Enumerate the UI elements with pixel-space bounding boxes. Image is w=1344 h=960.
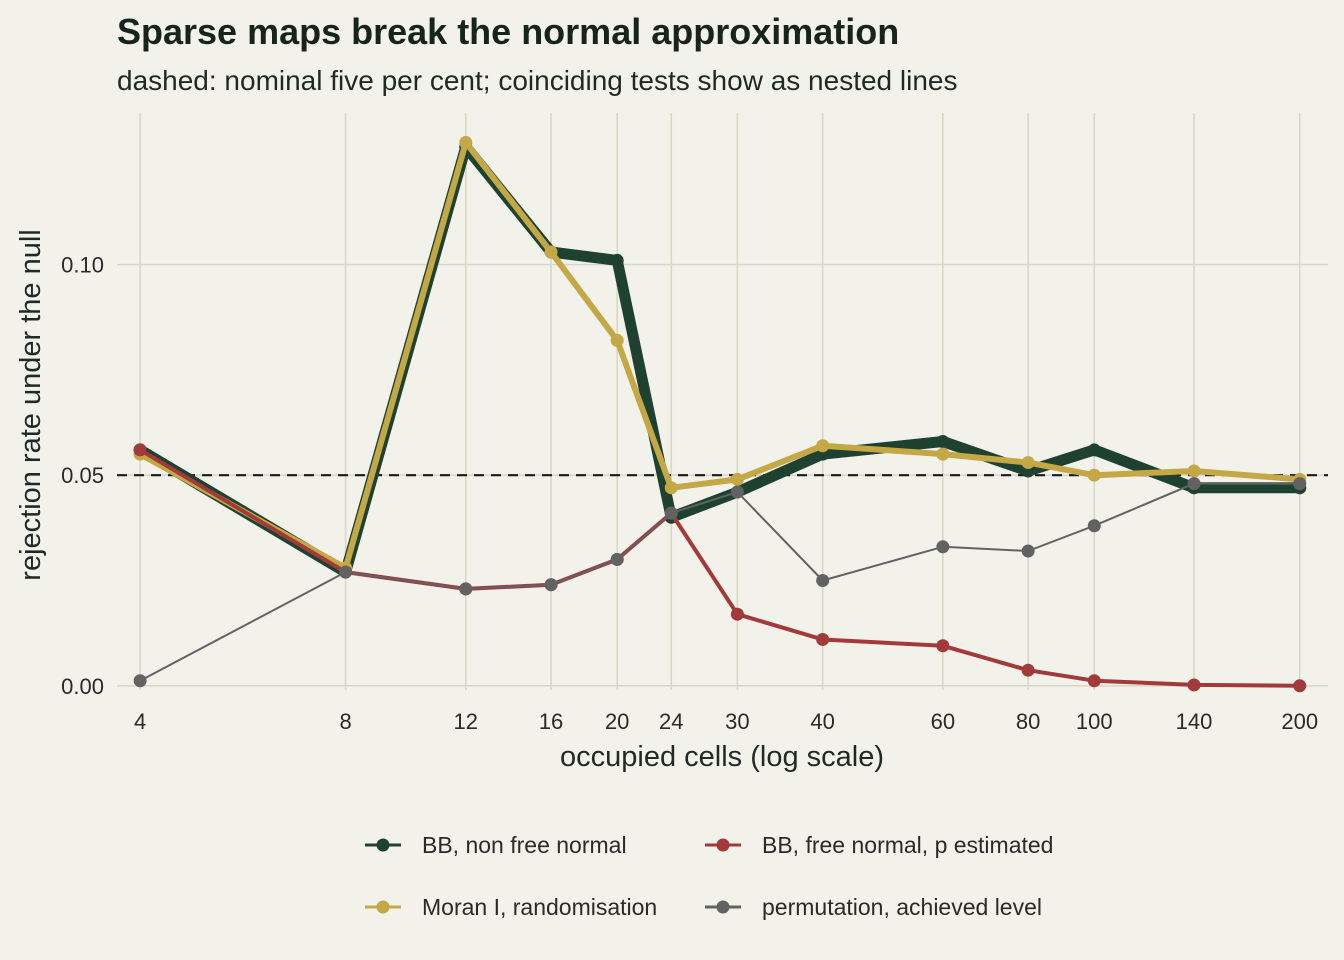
y-axis-label: rejection rate under the null [15,229,47,580]
legend-swatch-dot [716,900,730,914]
data-point [133,443,147,457]
x-tick-label: 12 [454,709,478,734]
legend-label: BB, free normal, p estimated [762,832,1053,858]
data-point [1021,456,1035,470]
data-point [1187,477,1201,491]
data-point [133,674,147,688]
y-tick-labels: 0.00 0.05 0.10 [61,253,104,699]
x-tick-label: 24 [659,709,683,734]
data-point [816,439,830,453]
x-tick-label: 16 [539,709,563,734]
data-point [1087,519,1101,533]
legend-swatch-dot [376,900,390,914]
data-point [1293,679,1307,693]
data-point [610,552,624,566]
data-point [936,447,950,461]
x-tick-label: 100 [1076,709,1113,734]
series-group [133,135,1307,693]
legend-item: permutation, achieved level [705,894,1042,920]
data-point [730,472,744,486]
series-3 [133,477,1307,688]
data-point [339,565,353,579]
series-line-core [140,147,1300,572]
data-point [936,435,950,449]
legend-item: BB, non free normal [365,832,627,858]
legend-swatch-dot [716,838,730,852]
legend-label: Moran I, randomisation [422,894,657,920]
legend: BB, non free normal BB, free normal, p es… [365,832,1053,920]
data-point [816,573,830,587]
data-point [610,253,624,267]
legend-item: BB, free normal, p estimated [705,832,1053,858]
legend-label: BB, non free normal [422,832,627,858]
data-point [936,540,950,554]
x-axis-label: occupied cells (log scale) [560,741,884,773]
x-tick-labels: 4 8 12 16 20 24 30 40 60 80 100 140 200 [134,709,1318,734]
gridlines [117,113,1328,690]
data-point [1087,674,1101,688]
chart-title: Sparse maps break the normal approximati… [117,11,899,52]
x-tick-label: 20 [605,709,629,734]
data-point [459,135,473,149]
data-point [664,481,678,495]
data-point [1087,443,1101,457]
data-point [1187,678,1201,692]
data-point [664,506,678,520]
x-tick-label: 80 [1016,709,1040,734]
x-tick-label: 200 [1281,709,1318,734]
data-point [1187,464,1201,478]
x-tick-label: 4 [134,709,146,734]
data-point [816,632,830,646]
y-tick-label: 0.05 [61,463,104,488]
x-tick-label: 8 [339,709,351,734]
data-point [459,582,473,596]
series-line [138,447,1302,688]
data-point [610,333,624,347]
x-tick-label: 30 [725,709,749,734]
chart-subtitle: dashed: nominal five per cent; coincidin… [117,65,957,96]
y-tick-label: 0.00 [61,674,104,699]
data-point [544,245,558,259]
data-point [730,485,744,499]
series-line [134,141,1306,578]
series-2 [133,135,1307,575]
x-tick-label: 140 [1176,709,1213,734]
data-point [730,607,744,621]
y-tick-label: 0.10 [61,253,104,278]
data-point [544,578,558,592]
series-0 [133,140,1307,579]
data-point [936,639,950,653]
x-tick-label: 40 [810,709,834,734]
legend-swatch-dot [376,838,390,852]
legend-label: permutation, achieved level [762,894,1042,920]
legend-item: Moran I, randomisation [365,894,657,920]
data-point [1021,544,1035,558]
data-point [1293,477,1307,491]
data-point [1021,663,1035,677]
series-line [139,482,1301,682]
data-point [1087,468,1101,482]
x-tick-label: 60 [931,709,955,734]
